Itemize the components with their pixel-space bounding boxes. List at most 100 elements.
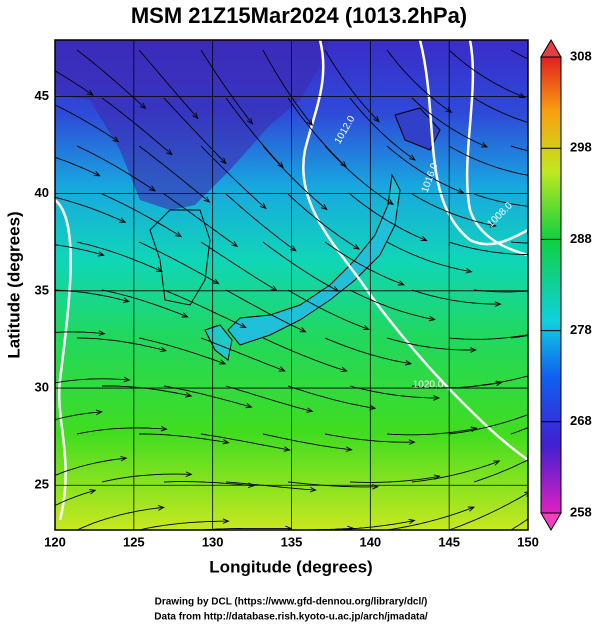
streamline [448,334,528,340]
streamline [324,337,412,365]
streamline-arrow [175,231,183,238]
streamline [138,520,229,530]
streamline-arrow [306,407,314,413]
streamline [473,289,528,293]
y-tick-label: 40 [35,185,49,200]
streamline-arrow [155,266,163,272]
streamline-arrow [93,171,101,177]
streamline-arrow [123,376,131,383]
streamline [510,145,528,152]
streamline-arrow [353,243,361,250]
streamline [386,427,477,436]
streamline-arrow [212,278,220,285]
streamline-arrow [369,404,377,411]
isobar [465,40,528,257]
streamline-arrow [239,322,247,329]
streamline-arrow [586,396,592,401]
streamline [55,104,119,143]
streamline [225,481,316,491]
streamline-arrow [405,360,413,366]
x-tick-label: 125 [123,534,145,549]
streamline [411,193,496,227]
streamline-arrow [185,471,193,478]
streamline [55,489,96,507]
streamline [510,334,528,339]
streamline [55,378,130,384]
streamline-arrow [518,92,526,98]
honshu [227,173,401,346]
streamline-arrow [159,346,168,353]
x-tick-label: 145 [438,534,460,549]
y-axis-label: Latitude (degrees) [4,211,23,358]
streamline [262,241,339,292]
streamline-arrow [345,446,353,452]
streamline [287,289,369,330]
streamline [225,193,297,252]
streamline-arrow [481,142,489,148]
streamline [138,49,199,119]
colorbar-tick-label: 308 [570,48,592,63]
streamline-arrow [222,439,230,445]
streamline [349,289,435,321]
streamline [138,145,210,203]
streamline [138,241,219,285]
streamline [386,49,452,113]
streamline [510,518,528,530]
streamline-arrow [98,330,106,336]
streamline [448,49,526,98]
streamline-arrow [340,160,347,168]
korea [149,209,211,306]
streamline [163,289,246,328]
contour-label: 1020.0 [413,380,444,391]
streamline [262,145,327,210]
streamline-arrow [494,301,502,307]
streamline-arrow [119,217,127,223]
streamline [55,411,102,421]
streamline-arrow [231,241,239,248]
streamline-arrow [457,188,465,194]
y-tick-label: 35 [35,282,49,297]
streamline [349,475,440,483]
plot-frame [54,39,529,531]
streamline-arrow [219,359,227,365]
streamline [225,385,313,412]
streamline-arrow [89,489,97,495]
streamline [163,385,252,408]
streamline [386,241,472,273]
streamline-arrow [594,156,599,161]
streamline [163,481,254,487]
streamline-arrow [387,199,395,206]
streamline [349,97,416,161]
streamline [349,385,439,399]
streamline-arrow [185,392,193,398]
streamline [200,433,290,451]
streamline [55,331,105,335]
streamline-arrow [433,395,441,401]
streamline [163,97,227,164]
x-tick-label: 135 [281,534,303,549]
streamline-arrow [397,280,405,286]
streamline [76,49,146,109]
streamline [55,289,130,303]
streamline-arrow [157,505,165,511]
streamline [349,193,427,242]
streamline [55,156,100,177]
streamline [225,97,284,168]
streamline [225,289,306,333]
colorbar-extend-max [540,39,562,58]
streamline [200,527,291,530]
streamline [473,193,528,207]
streamline-arrow [530,411,536,415]
streamline [200,145,267,209]
streamline-arrow [299,327,307,333]
streamline-arrow [420,235,428,242]
streamline-arrow [493,460,501,466]
streamline-arrow [589,77,595,82]
streamline-arrow [283,446,291,452]
streamline [324,49,380,123]
streamline-arrow [408,439,416,445]
streamline-arrow [309,486,317,493]
colorbar-tick-label: 268 [570,413,592,428]
streamline [55,457,127,476]
